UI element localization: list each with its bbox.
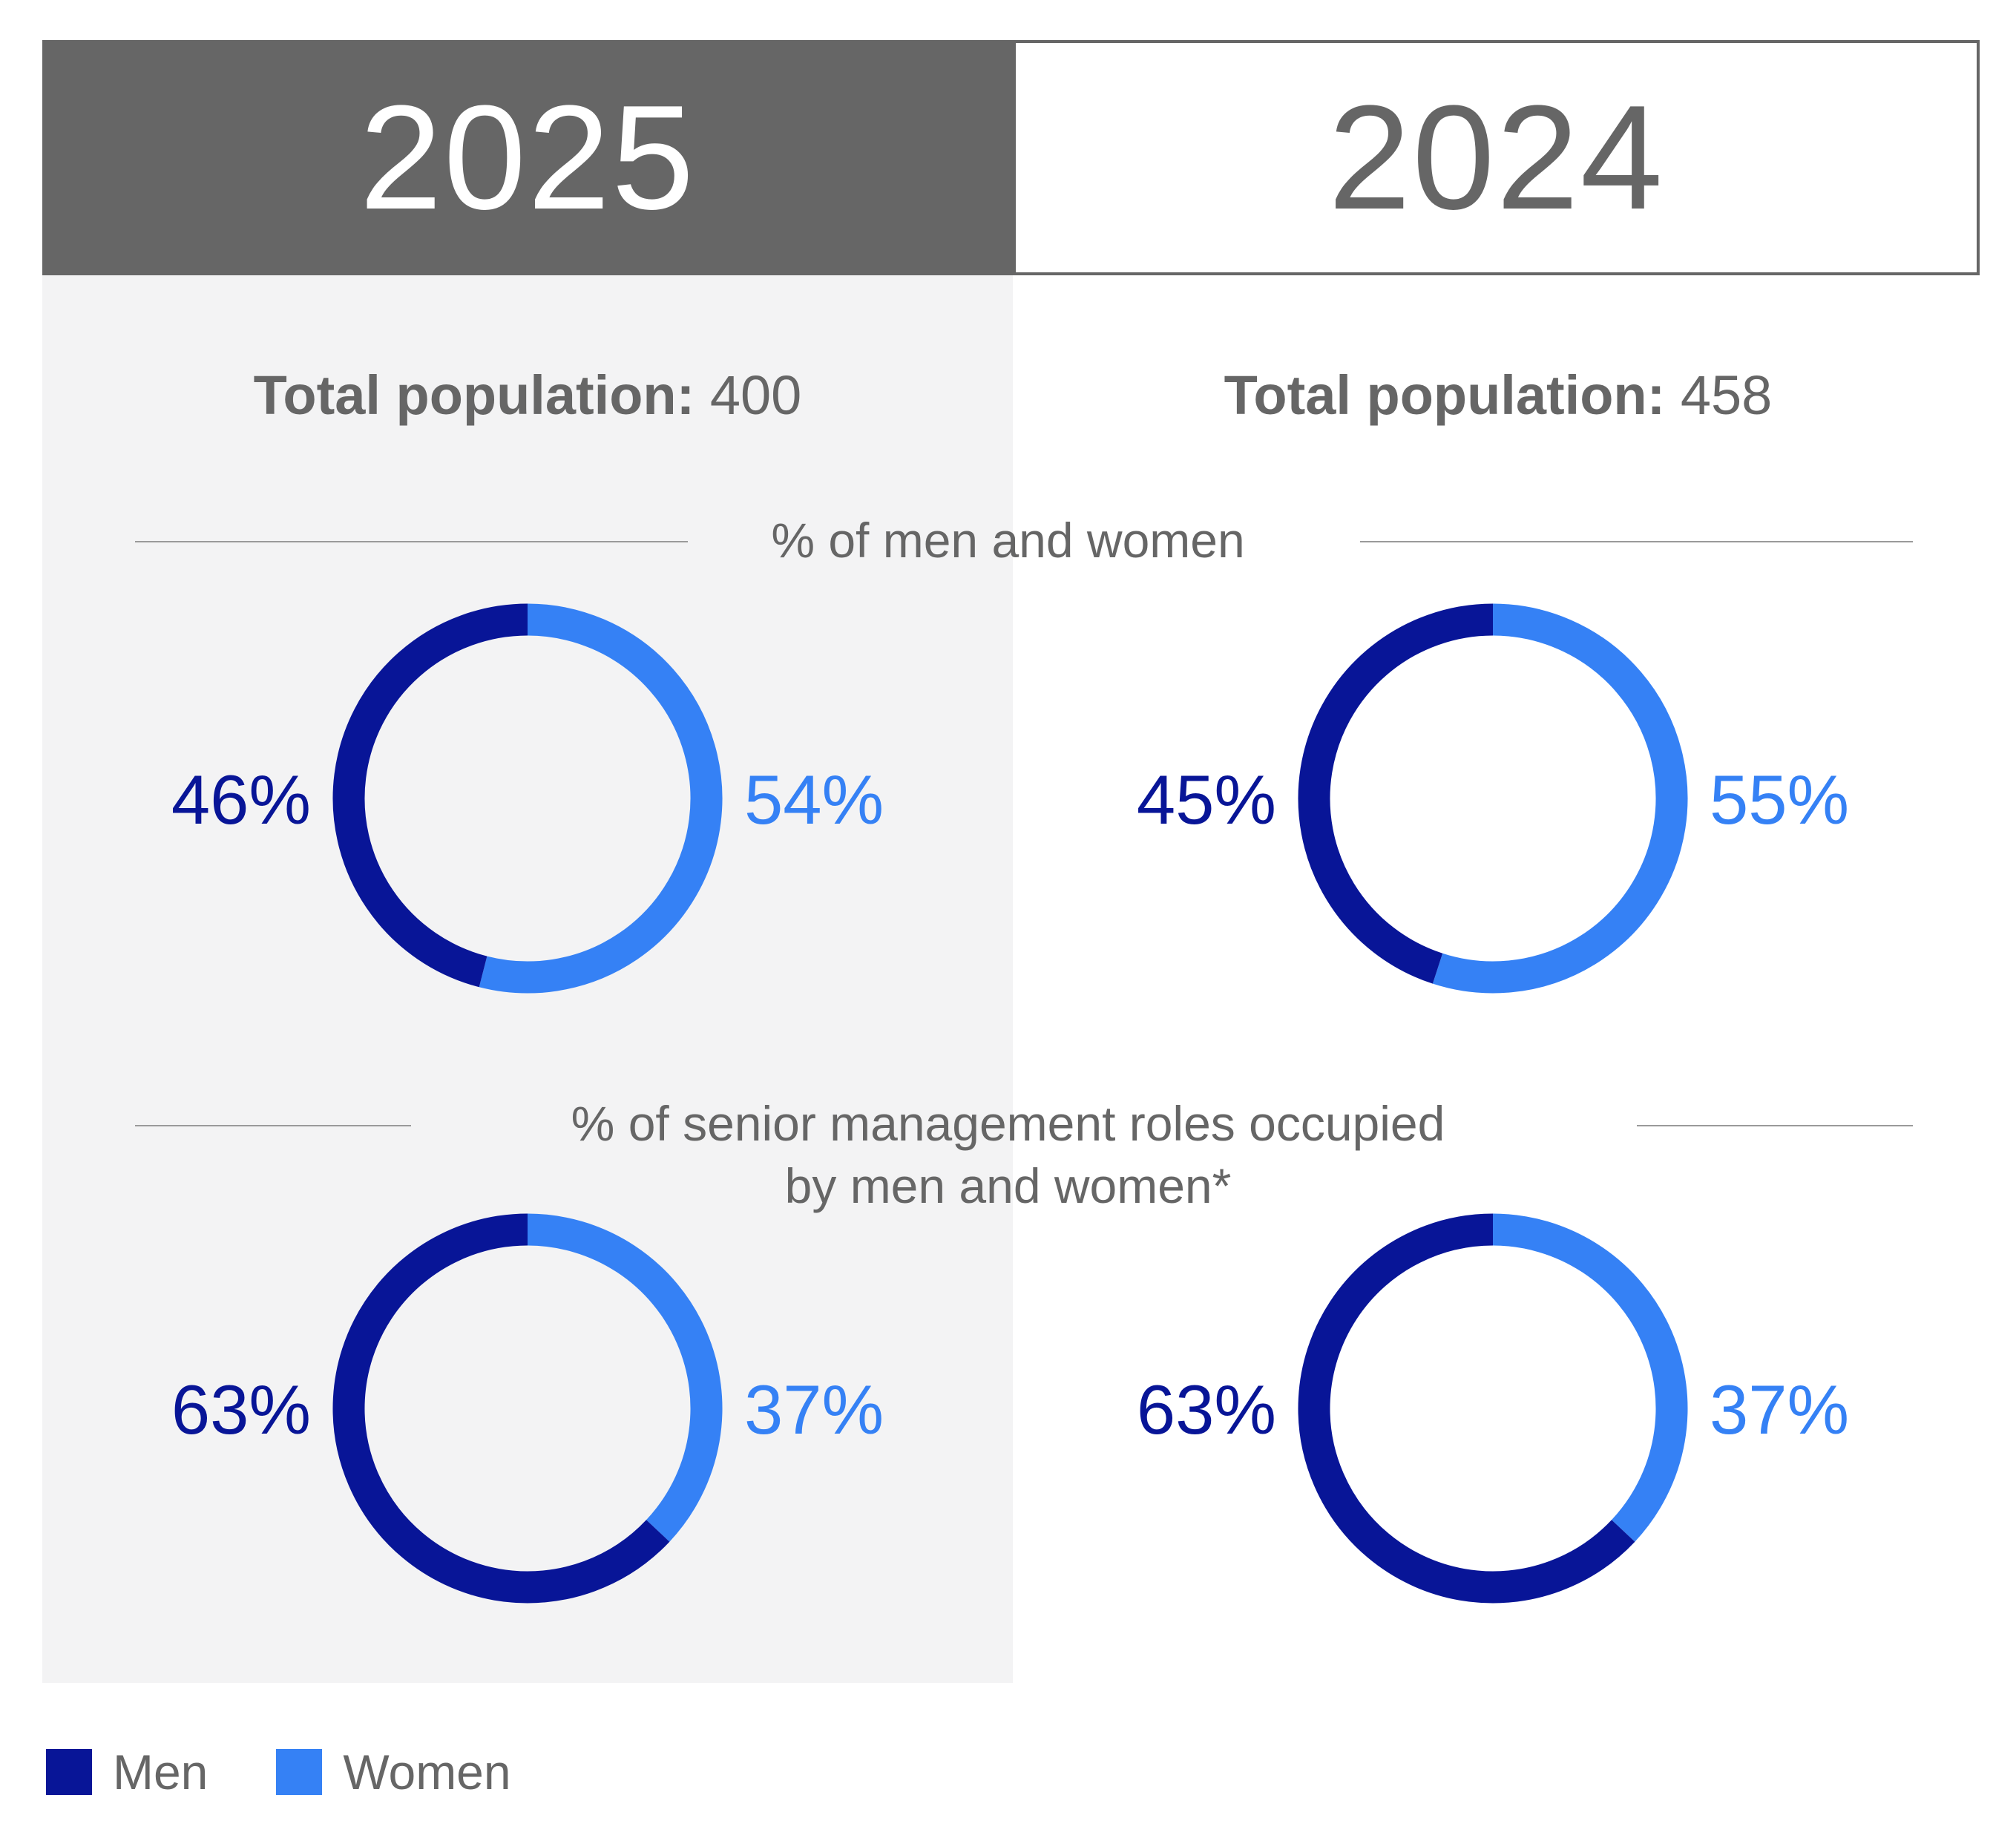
year-2025-panel (42, 40, 1013, 1683)
total-population-value: 400 (709, 364, 802, 426)
data-label-women: 55% (1710, 761, 1849, 839)
divider-left (135, 541, 688, 542)
divider-left (135, 1125, 411, 1126)
donut-slice-men (1298, 603, 1494, 984)
total-population-label: Total population: (1224, 364, 1666, 426)
donut-slice-women (479, 603, 723, 994)
data-label-men: 63% (171, 1371, 311, 1448)
legend-item-men: Men (46, 1744, 208, 1800)
donut-chart-2025-gender: 46% 54% (171, 603, 884, 994)
donut-slice-women (1432, 603, 1688, 994)
legend-label-women: Women (343, 1745, 511, 1799)
donut-slice-women (1492, 1213, 1688, 1542)
total-population-value: 458 (1680, 364, 1773, 426)
donut-slice-men (1298, 1213, 1635, 1604)
section-title-gender: % of men and women (771, 513, 1245, 568)
data-label-women: 54% (744, 761, 884, 839)
legend-label-men: Men (113, 1745, 209, 1799)
data-label-men: 46% (171, 761, 311, 839)
legend-swatch-men (46, 1749, 92, 1795)
data-label-women: 37% (1710, 1371, 1849, 1448)
data-label-women: 37% (744, 1371, 884, 1448)
tab-2024[interactable]: 2024 (1013, 40, 1980, 275)
data-label-men: 45% (1137, 761, 1276, 839)
data-label-men: 63% (1137, 1371, 1276, 1448)
legend-swatch-women (276, 1749, 323, 1795)
total-population-2024: Total population: 458 (1013, 364, 1983, 427)
donut-slice-women (527, 1213, 723, 1542)
legend: Men Women (46, 1744, 579, 1800)
donut-chart-2025-senior-management: 63% 37% (171, 1213, 884, 1604)
section-title-line: by men and women* (784, 1158, 1232, 1213)
legend-item-women: Women (276, 1744, 511, 1800)
section-title-line: % of senior management roles occupied (571, 1096, 1445, 1151)
total-population-label: Total population: (253, 364, 695, 426)
section-title-senior-management: % of senior management roles occupied by… (371, 1092, 1645, 1217)
donut-slice-men (332, 603, 528, 988)
divider-right (1637, 1125, 1913, 1126)
donut-chart-2024-gender: 45% 55% (1137, 603, 1849, 994)
divider-right (1360, 541, 1913, 542)
tab-2025[interactable]: 2025 (42, 40, 1013, 275)
total-population-2025: Total population: 400 (42, 364, 1013, 427)
donut-slice-men (332, 1213, 670, 1604)
donut-chart-2024-senior-management: 63% 37% (1137, 1213, 1849, 1604)
